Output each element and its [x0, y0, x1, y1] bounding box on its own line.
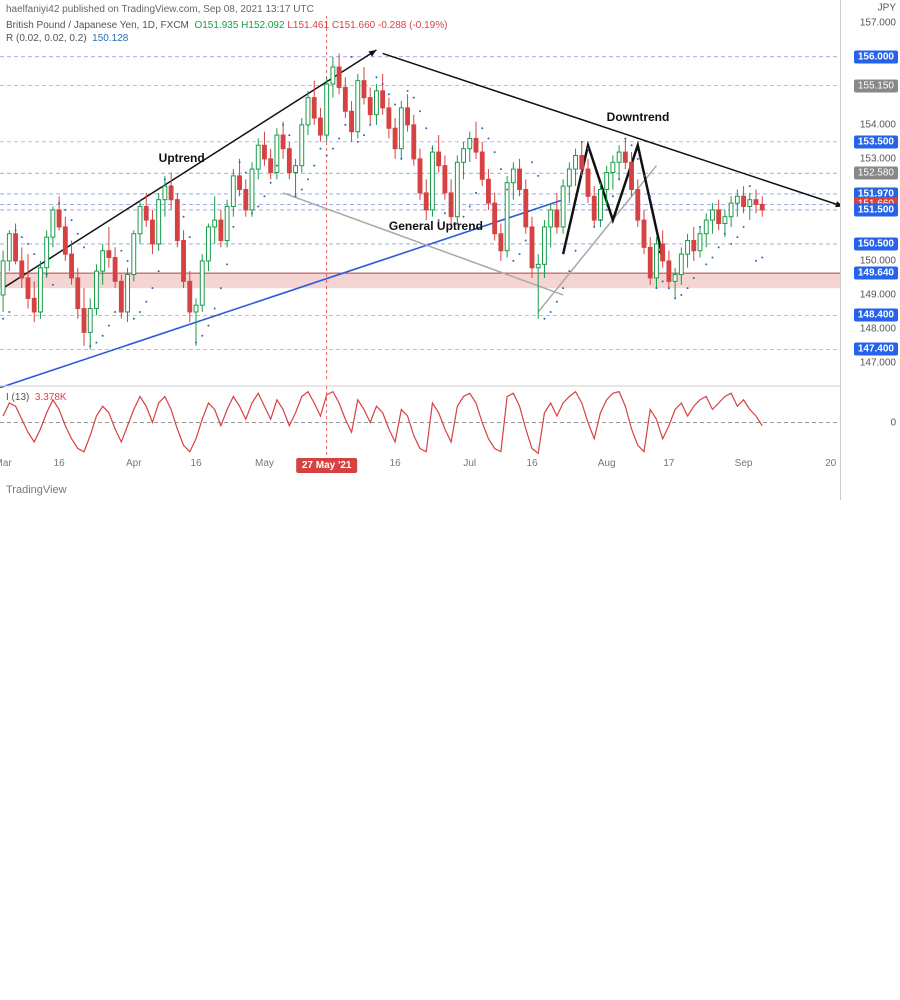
tradingview-logo: TradingView — [6, 484, 67, 496]
high-val: H152.092 — [241, 20, 284, 31]
annotation: General Uptrend — [389, 219, 483, 233]
open-val: O151.935 — [194, 20, 238, 31]
indicator-val: 3.378K — [35, 392, 67, 403]
sar-label: R (0.02, 0.02, 0.2) — [6, 33, 87, 44]
ytick: 152.580 — [854, 167, 898, 180]
xtick: Sep — [735, 458, 753, 469]
xtick: 16 — [390, 458, 401, 469]
xtick: Apr — [126, 458, 142, 469]
ytick: 149.000 — [860, 289, 896, 300]
sar-readout: R (0.02, 0.02, 0.2) 150.128 — [6, 33, 128, 44]
rsi-ytick: 0 — [890, 417, 896, 428]
ohlc-readout: British Pound / Japanese Yen, 1D, FXCM O… — [6, 20, 447, 31]
xtick: Mar — [0, 458, 12, 469]
change-val: -0.288 (-0.19%) — [378, 20, 447, 31]
ytick: 147.000 — [860, 357, 896, 368]
xtick: 16 — [190, 458, 201, 469]
ytick: 148.000 — [860, 323, 896, 334]
ytick: 148.400 — [854, 309, 898, 322]
xtick: 20 — [825, 458, 836, 469]
ytick: 150.000 — [860, 255, 896, 266]
ytick: 151.500 — [854, 203, 898, 216]
xtick: Jul — [463, 458, 476, 469]
xtick: 16 — [54, 458, 65, 469]
ytick: 147.400 — [854, 343, 898, 356]
xtick: 16 — [526, 458, 537, 469]
indicator-readout: I (13) 3.378K — [6, 392, 67, 403]
xtick: 27 May '21 — [296, 458, 358, 473]
ytick: 154.000 — [860, 119, 896, 130]
ytick: 150.500 — [854, 237, 898, 250]
yaxis-unit: JPY — [878, 3, 896, 14]
xtick: May — [255, 458, 274, 469]
y-axis: JPY 157.000 156.000 155.150 154.000 153.500 1… — [840, 0, 900, 500]
ytick: 153.000 — [860, 153, 896, 164]
attribution-text: haelfaniyi42 published on TradingView.co… — [6, 4, 314, 15]
indicator-label: I (13) — [6, 392, 29, 403]
ytick: 149.640 — [854, 267, 898, 280]
sar-val: 150.128 — [92, 33, 128, 44]
annotation: Downtrend — [607, 110, 670, 124]
xtick: 17 — [663, 458, 674, 469]
low-val: L151.461 — [287, 20, 329, 31]
xtick: Aug — [598, 458, 616, 469]
ytick: 153.500 — [854, 135, 898, 148]
annotation: Uptrend — [159, 151, 205, 165]
ytick: 155.150 — [854, 79, 898, 92]
ytick: 157.000 — [860, 17, 896, 28]
close-val: C151.660 — [332, 20, 375, 31]
pair-label: British Pound / Japanese Yen, 1D, FXCM — [6, 20, 189, 31]
chart-area[interactable]: haelfaniyi42 published on TradingView.co… — [0, 0, 840, 500]
ytick: 156.000 — [854, 50, 898, 63]
